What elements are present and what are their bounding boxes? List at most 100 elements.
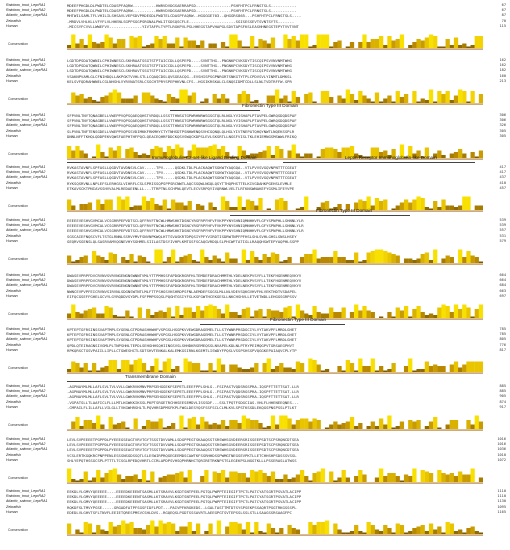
- conservation-bar: [383, 150, 388, 158]
- conservation-bar: [258, 423, 263, 429]
- conservation-bar: [445, 424, 450, 429]
- conservation-bar: [345, 477, 350, 482]
- conservation-bar: [158, 205, 163, 210]
- residue-position: 162: [499, 58, 507, 62]
- conservation-bar: [212, 423, 217, 429]
- conservation-bar: [250, 251, 255, 263]
- sequence-row: Rainbow_trout_LeprRA1 DWASEVPRPFDVCRVNVSV…: [0, 273, 510, 278]
- conservation-bar: [158, 418, 163, 429]
- residue-position: 905: [499, 394, 507, 399]
- conservation-bar: [121, 421, 126, 429]
- conservation-bar: [83, 153, 88, 158]
- conservation-bar: [112, 526, 118, 534]
- conservation-label: Conservation: [8, 42, 28, 46]
- conservation-bar: [458, 89, 463, 103]
- sequence-row: Atlantic_salmon_LeprRA1 RVKASTAVNFLSPFASL…: [0, 175, 510, 180]
- conservation-bar: [462, 43, 467, 48]
- residue-position: 1036: [497, 447, 506, 452]
- conservation-bar: [287, 525, 292, 534]
- residue-position: 1095: [497, 504, 506, 509]
- sequence-residues: RVKASTAVNFLSPFASLLQGDVTAVDNSVLCAV-----TP…: [67, 175, 297, 181]
- conservation-bar: [474, 415, 479, 429]
- conservation-bar: [287, 306, 292, 318]
- conservation-bar: [387, 36, 392, 48]
- conservation-bar: [316, 471, 321, 482]
- conservation-bar: [71, 92, 76, 103]
- conservation-bar: [154, 312, 159, 318]
- conservation-bar: [154, 526, 159, 534]
- conservation-bar: [324, 520, 330, 534]
- domain-span-line: [230, 214, 410, 216]
- conservation-bar: [266, 523, 271, 534]
- sequence-name: Rainbow_trout_LeprRA2: [6, 389, 46, 394]
- conservation-bar: [416, 39, 421, 48]
- conservation-label: Conservation: [8, 423, 28, 427]
- conservation-bar: [175, 261, 180, 263]
- sequence-residues: LGDTDPSDATQWNILCPHIWNESCLSKHRAATSSGTSTPT…: [67, 58, 292, 63]
- conservation-bar: [424, 37, 430, 48]
- sequence-row: Rainbow_trout_LeprRA1 RVKASTAVNFLSPFASLLQ…: [0, 165, 510, 170]
- sequence-row: Human RPKQRSCTGSVPAIILLIPLLCTGWESHCTLSDTS…: [0, 348, 510, 353]
- conservation-bar: [75, 312, 80, 318]
- conservation-bar: [270, 369, 276, 372]
- conservation-bar: [312, 45, 317, 48]
- conservation-bar: [370, 421, 375, 429]
- conservation-bar: [341, 307, 346, 318]
- conservation-bar: [171, 43, 176, 48]
- conservation-bar: [121, 316, 126, 318]
- conservation-bar: [379, 418, 384, 429]
- conservation-bar: [474, 156, 479, 158]
- conservation-bar: [150, 520, 155, 534]
- conservation-bar: [195, 424, 201, 429]
- conservation-bar: [162, 427, 167, 429]
- conservation-bar: [462, 153, 467, 158]
- residue-position: 182: [499, 68, 507, 73]
- conservation-bar: [150, 315, 155, 318]
- sequence-name: Rainbow_trout_LeprRA1: [6, 273, 46, 277]
- conservation-bar: [200, 476, 205, 482]
- conservation-bar: [75, 95, 80, 103]
- conservation-bar: [374, 147, 380, 158]
- conservation-bar: [275, 532, 280, 534]
- conservation-bar: [316, 156, 321, 158]
- conservation-bar: [125, 260, 130, 263]
- residue-position: 579: [499, 238, 507, 243]
- conservation-bar: [433, 153, 438, 158]
- conservation-bar: [270, 415, 276, 429]
- conservation-bar: [187, 522, 192, 534]
- conservation-score-strip: [67, 263, 483, 265]
- conservation-bar: [462, 196, 467, 210]
- conservation-bar: [175, 473, 180, 482]
- conservation-bar: [354, 370, 359, 372]
- conservation-bar: [191, 260, 197, 263]
- conservation-score-strip: [67, 482, 483, 484]
- residue-position: 1016: [497, 442, 506, 447]
- conservation-bar: [108, 37, 113, 48]
- residue-position: 417: [499, 165, 507, 169]
- conservation-bar: [245, 46, 251, 48]
- conservation-bar: [116, 525, 122, 534]
- conservation-bar: [333, 149, 338, 158]
- conservation-bar: [141, 153, 147, 158]
- conservation-bar: [183, 526, 188, 534]
- conservation-bar: [183, 427, 188, 429]
- conservation-bar: [470, 152, 475, 158]
- conservation-bar: [150, 43, 155, 48]
- conservation-bar: [100, 204, 105, 210]
- conservation-bar: [337, 366, 342, 372]
- sequence-name: Rainbow_trout_LeprRA2: [6, 63, 46, 68]
- conservation-bar: [474, 361, 479, 372]
- conservation-bar: [83, 310, 88, 318]
- conservation-bar: [370, 205, 375, 210]
- conservation-bar: [220, 261, 226, 263]
- sequence-row: Human DNNLNFFTKHQLQDDPEKVQWSFAEPHTHFPQCLQ…: [0, 134, 510, 139]
- conservation-bar: [266, 257, 271, 263]
- conservation-bar: [100, 257, 105, 263]
- sequence-name: Zebrafish: [6, 233, 21, 238]
- conservation-bar: [191, 312, 197, 318]
- conservation-bar: [162, 312, 167, 318]
- conservation-bar: [349, 363, 355, 372]
- conservation-bar: [125, 149, 130, 158]
- conservation-bar: [408, 476, 413, 482]
- conservation-bar: [250, 420, 255, 429]
